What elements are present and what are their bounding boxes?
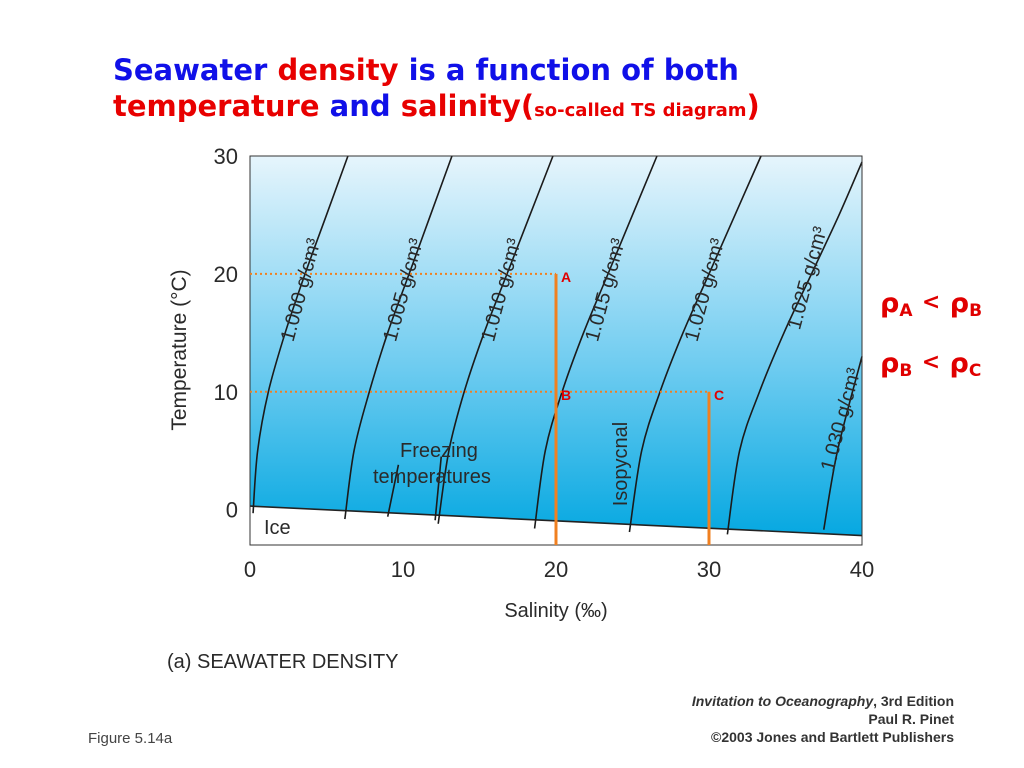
figure-label: Figure 5.14a <box>88 730 173 747</box>
credit-author: Paul R. Pinet <box>868 711 954 727</box>
rho-subscript: A <box>899 301 913 321</box>
title-phrase-function: is a function of both <box>408 53 739 87</box>
rho-subscript: C <box>968 361 982 381</box>
y-tick-label: 0 <box>226 498 238 523</box>
title-word-temperature: temperature <box>113 89 320 123</box>
title-line-2: temperature and salinity(so-called TS di… <box>113 88 760 129</box>
freezing-label: Freezing <box>400 440 478 462</box>
isopycnal-line-6 <box>822 356 863 530</box>
isopycnal-line-5 <box>726 161 863 535</box>
isopycnal-line-1 <box>344 155 453 520</box>
title-paren-close: ) <box>746 89 760 123</box>
isopycnal-line-4 <box>628 155 762 533</box>
title-word-density: density <box>277 53 399 87</box>
credit-book-title: Invitation to Oceanography, 3rd Edition <box>692 693 954 709</box>
relation-b-c: ρB < ρC <box>880 348 981 381</box>
rho-symbol: ρ <box>880 288 900 319</box>
title-paren-open: ( <box>520 89 535 123</box>
less-than-sign: < <box>921 350 941 375</box>
title-line-1: Seawater density is a function of both <box>113 52 760 88</box>
y-tick-label: 30 <box>214 144 238 169</box>
less-than-sign: < <box>921 290 941 315</box>
title-word-salinity: salinity <box>400 89 521 123</box>
rho-symbol: ρ <box>949 348 969 379</box>
y-tick-label: 10 <box>214 380 238 405</box>
credit-publisher: ©2003 Jones and Bartlett Publishers <box>711 729 954 745</box>
x-tick-label: 10 <box>391 557 415 582</box>
y-axis-label: Temperature (°C) <box>168 269 191 430</box>
x-axis-label: Salinity (‰) <box>504 600 607 622</box>
title-paren-text: so-called TS diagram <box>534 100 747 121</box>
y-tick-label: 20 <box>214 262 238 287</box>
freezing-label: temperatures <box>373 466 491 488</box>
isopycnal-line-0 <box>252 155 349 514</box>
title-word-seawater: Seawater <box>113 53 268 87</box>
x-tick-label: 40 <box>850 557 874 582</box>
x-tick-label: 30 <box>697 557 721 582</box>
rho-subscript: B <box>899 361 913 381</box>
slide-title: Seawater density is a function of both t… <box>113 52 760 129</box>
credit-edition: , 3rd Edition <box>873 693 954 709</box>
point-label-a: A <box>561 269 571 285</box>
rho-symbol: ρ <box>949 288 970 319</box>
point-label-c: C <box>714 387 724 403</box>
x-tick-label: 0 <box>244 557 256 582</box>
isopycnal-line-2 <box>437 155 554 524</box>
credit-book-name: Invitation to Oceanography <box>691 693 874 709</box>
x-tick-label: 20 <box>544 557 568 582</box>
freezing-line <box>386 464 400 517</box>
freezing-line <box>434 456 443 521</box>
relation-a-b: ρA < ρB <box>880 288 982 321</box>
ice-label: Ice <box>264 517 291 539</box>
rho-symbol: ρ <box>880 348 900 379</box>
point-label-b: B <box>561 387 571 403</box>
title-word-and: and <box>329 89 391 123</box>
rho-subscript: B <box>969 301 983 321</box>
isopycnal-text: Isopycnal <box>610 422 632 507</box>
isopycnal-line-3 <box>533 155 658 529</box>
chart-caption: (a) SEAWATER DENSITY <box>167 651 399 673</box>
